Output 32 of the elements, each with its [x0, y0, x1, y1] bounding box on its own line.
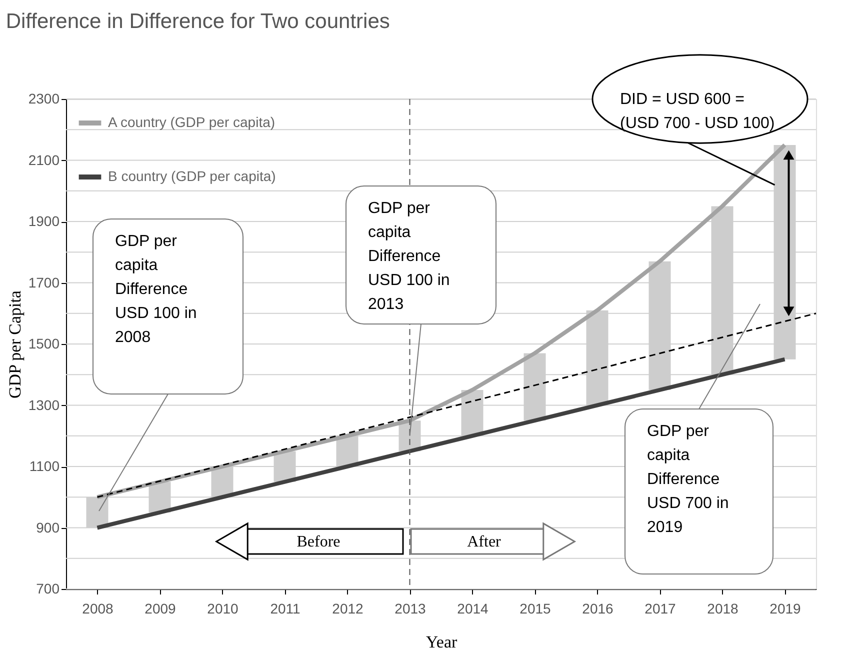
x-tick-label: 2008: [82, 600, 114, 616]
x-tick-label: 2015: [520, 600, 552, 616]
x-tick-label: 2011: [270, 600, 301, 616]
legend-label: B country (GDP per capita): [108, 168, 276, 184]
chart-title: Difference in Difference for Two countries: [6, 10, 390, 33]
y-tick-label: 900: [36, 519, 60, 536]
x-tick-label: 2018: [707, 600, 739, 616]
x-tick-label: 2014: [457, 600, 489, 616]
y-tick-label: 1900: [28, 213, 60, 229]
x-tick-label: 2013: [394, 600, 426, 616]
y-tick-label: 2100: [28, 152, 60, 168]
annotation: GDP per capita Difference USD 700 in 2019: [647, 423, 729, 536]
y-tick-label: 1700: [28, 274, 60, 290]
annotation: GDP per capita Difference USD 100 in 2008: [115, 233, 197, 346]
x-tick-label: 2017: [644, 600, 676, 616]
x-tick-label: 2009: [144, 600, 176, 616]
y-tick-label: 700: [36, 580, 60, 596]
annotation: DID = USD 600 = (USD 700 - USD 100): [620, 91, 775, 132]
y-tick-label: 2300: [28, 90, 60, 106]
annotation: GDP per capita Difference USD 100 in 2013: [368, 200, 450, 313]
annotation: After: [467, 534, 502, 550]
x-tick-label: 2012: [332, 600, 364, 616]
y-tick-label: 1100: [29, 458, 60, 474]
y-axis-title: GDP per Capita: [5, 290, 24, 398]
y-tick-label: 1300: [28, 396, 60, 413]
y-tick-label: 1500: [28, 336, 60, 352]
x-tick-label: 2019: [770, 600, 802, 616]
x-tick-label: 2010: [207, 600, 239, 616]
x-axis-title: Year: [426, 632, 458, 650]
legend-label: A country (GDP per capita): [108, 114, 276, 130]
annotation: Before: [296, 534, 340, 550]
x-tick-label: 2016: [582, 600, 614, 616]
